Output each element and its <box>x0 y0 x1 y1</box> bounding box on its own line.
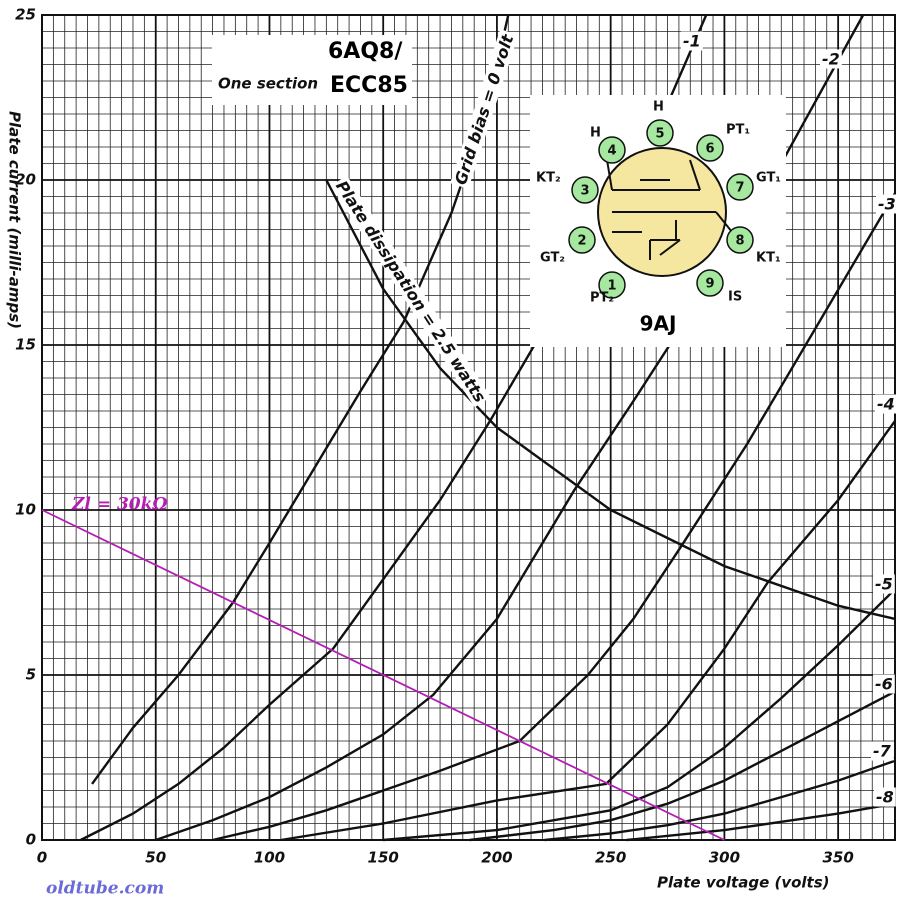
series-label: -1 <box>683 32 701 51</box>
series-line <box>544 759 896 842</box>
x-tick-label: 250 <box>595 849 626 867</box>
label-backdrop <box>450 29 519 189</box>
pin-number: 8 <box>735 234 744 249</box>
label-backdrop <box>874 787 896 807</box>
pin-name: PT₁ <box>726 123 750 138</box>
label-backdrop <box>873 574 895 594</box>
chart-title: ECC85 <box>330 73 408 98</box>
label-backdrop <box>681 31 703 51</box>
pin-name: H <box>590 126 601 141</box>
series-line <box>626 802 896 842</box>
label-backdrop <box>820 49 842 69</box>
pin-name: GT₁ <box>756 171 781 186</box>
series-label: -4 <box>877 395 895 414</box>
series-label: -7 <box>873 742 892 761</box>
pin <box>726 173 754 201</box>
pin <box>598 271 626 299</box>
series-line <box>383 588 896 842</box>
electrodes <box>606 159 737 260</box>
pin-name: IS <box>728 290 742 305</box>
series-label: -6 <box>875 675 893 694</box>
x-tick-label: 0 <box>37 849 47 867</box>
label-backdrop <box>876 194 898 214</box>
y-tick-label: 25 <box>15 6 36 24</box>
series-line <box>41 509 725 841</box>
pin <box>598 136 626 164</box>
series-label: Plate dissipation = 2.5 watts <box>332 177 490 406</box>
series-line <box>325 179 896 621</box>
x-axis-label: Plate voltage (volts) <box>657 874 830 892</box>
plot-frame <box>41 14 896 841</box>
base-label: 9AJ <box>640 312 677 336</box>
label-backdrop <box>873 674 895 694</box>
label-backdrop <box>871 741 894 761</box>
pin <box>568 226 596 254</box>
pin-name: KT₁ <box>756 251 781 266</box>
series-label: -8 <box>876 788 894 807</box>
label-backdrop <box>875 394 897 414</box>
pin-number: 7 <box>735 181 744 196</box>
series-label: -5 <box>875 575 893 594</box>
pin-number: 1 <box>607 279 616 294</box>
source: oldtube.com <box>46 879 164 899</box>
y-tick-label: 20 <box>15 171 36 189</box>
pin-number: 4 <box>607 144 616 159</box>
pin <box>726 226 754 254</box>
pin-number: 5 <box>655 127 664 142</box>
chart-subtitle: One section <box>218 75 318 93</box>
pin-number: 3 <box>580 184 589 199</box>
pin-number: 2 <box>577 234 586 249</box>
pin <box>646 119 674 147</box>
series-line <box>280 420 896 842</box>
series-label: -3 <box>878 195 896 214</box>
y-tick-label: 0 <box>26 831 36 849</box>
pin <box>696 269 724 297</box>
pin-name: H <box>653 100 664 115</box>
pin <box>696 134 724 162</box>
title-backdrop <box>212 35 412 105</box>
series-line <box>469 690 896 842</box>
y-tick-label: 15 <box>15 336 36 354</box>
pin-name: PT₂ <box>590 291 614 306</box>
x-tick-label: 150 <box>368 849 399 867</box>
y-tick-label: 5 <box>26 666 36 684</box>
y-tick-label: 10 <box>15 501 36 519</box>
label-backdrop <box>330 175 491 408</box>
x-tick-label: 300 <box>709 849 740 867</box>
pin-number: 9 <box>705 277 714 292</box>
pin-name: KT₂ <box>536 171 561 186</box>
x-tick-label: 50 <box>145 849 166 867</box>
pin <box>571 176 599 204</box>
chart-title: 6AQ8/ <box>328 39 403 64</box>
pin-name: GT₂ <box>540 251 565 266</box>
x-tick-label: 200 <box>481 849 512 867</box>
x-tick-label: 350 <box>822 849 853 867</box>
curves <box>41 14 897 842</box>
series-line <box>212 192 897 842</box>
grid <box>41 14 896 841</box>
series-label: Zl = 30kΩ <box>71 495 168 515</box>
pin-number: 6 <box>705 142 714 157</box>
x-tick-label: 100 <box>254 849 285 867</box>
series-label: -2 <box>822 50 840 69</box>
y-axis-label: Plate current (milli-amps) <box>6 111 24 329</box>
